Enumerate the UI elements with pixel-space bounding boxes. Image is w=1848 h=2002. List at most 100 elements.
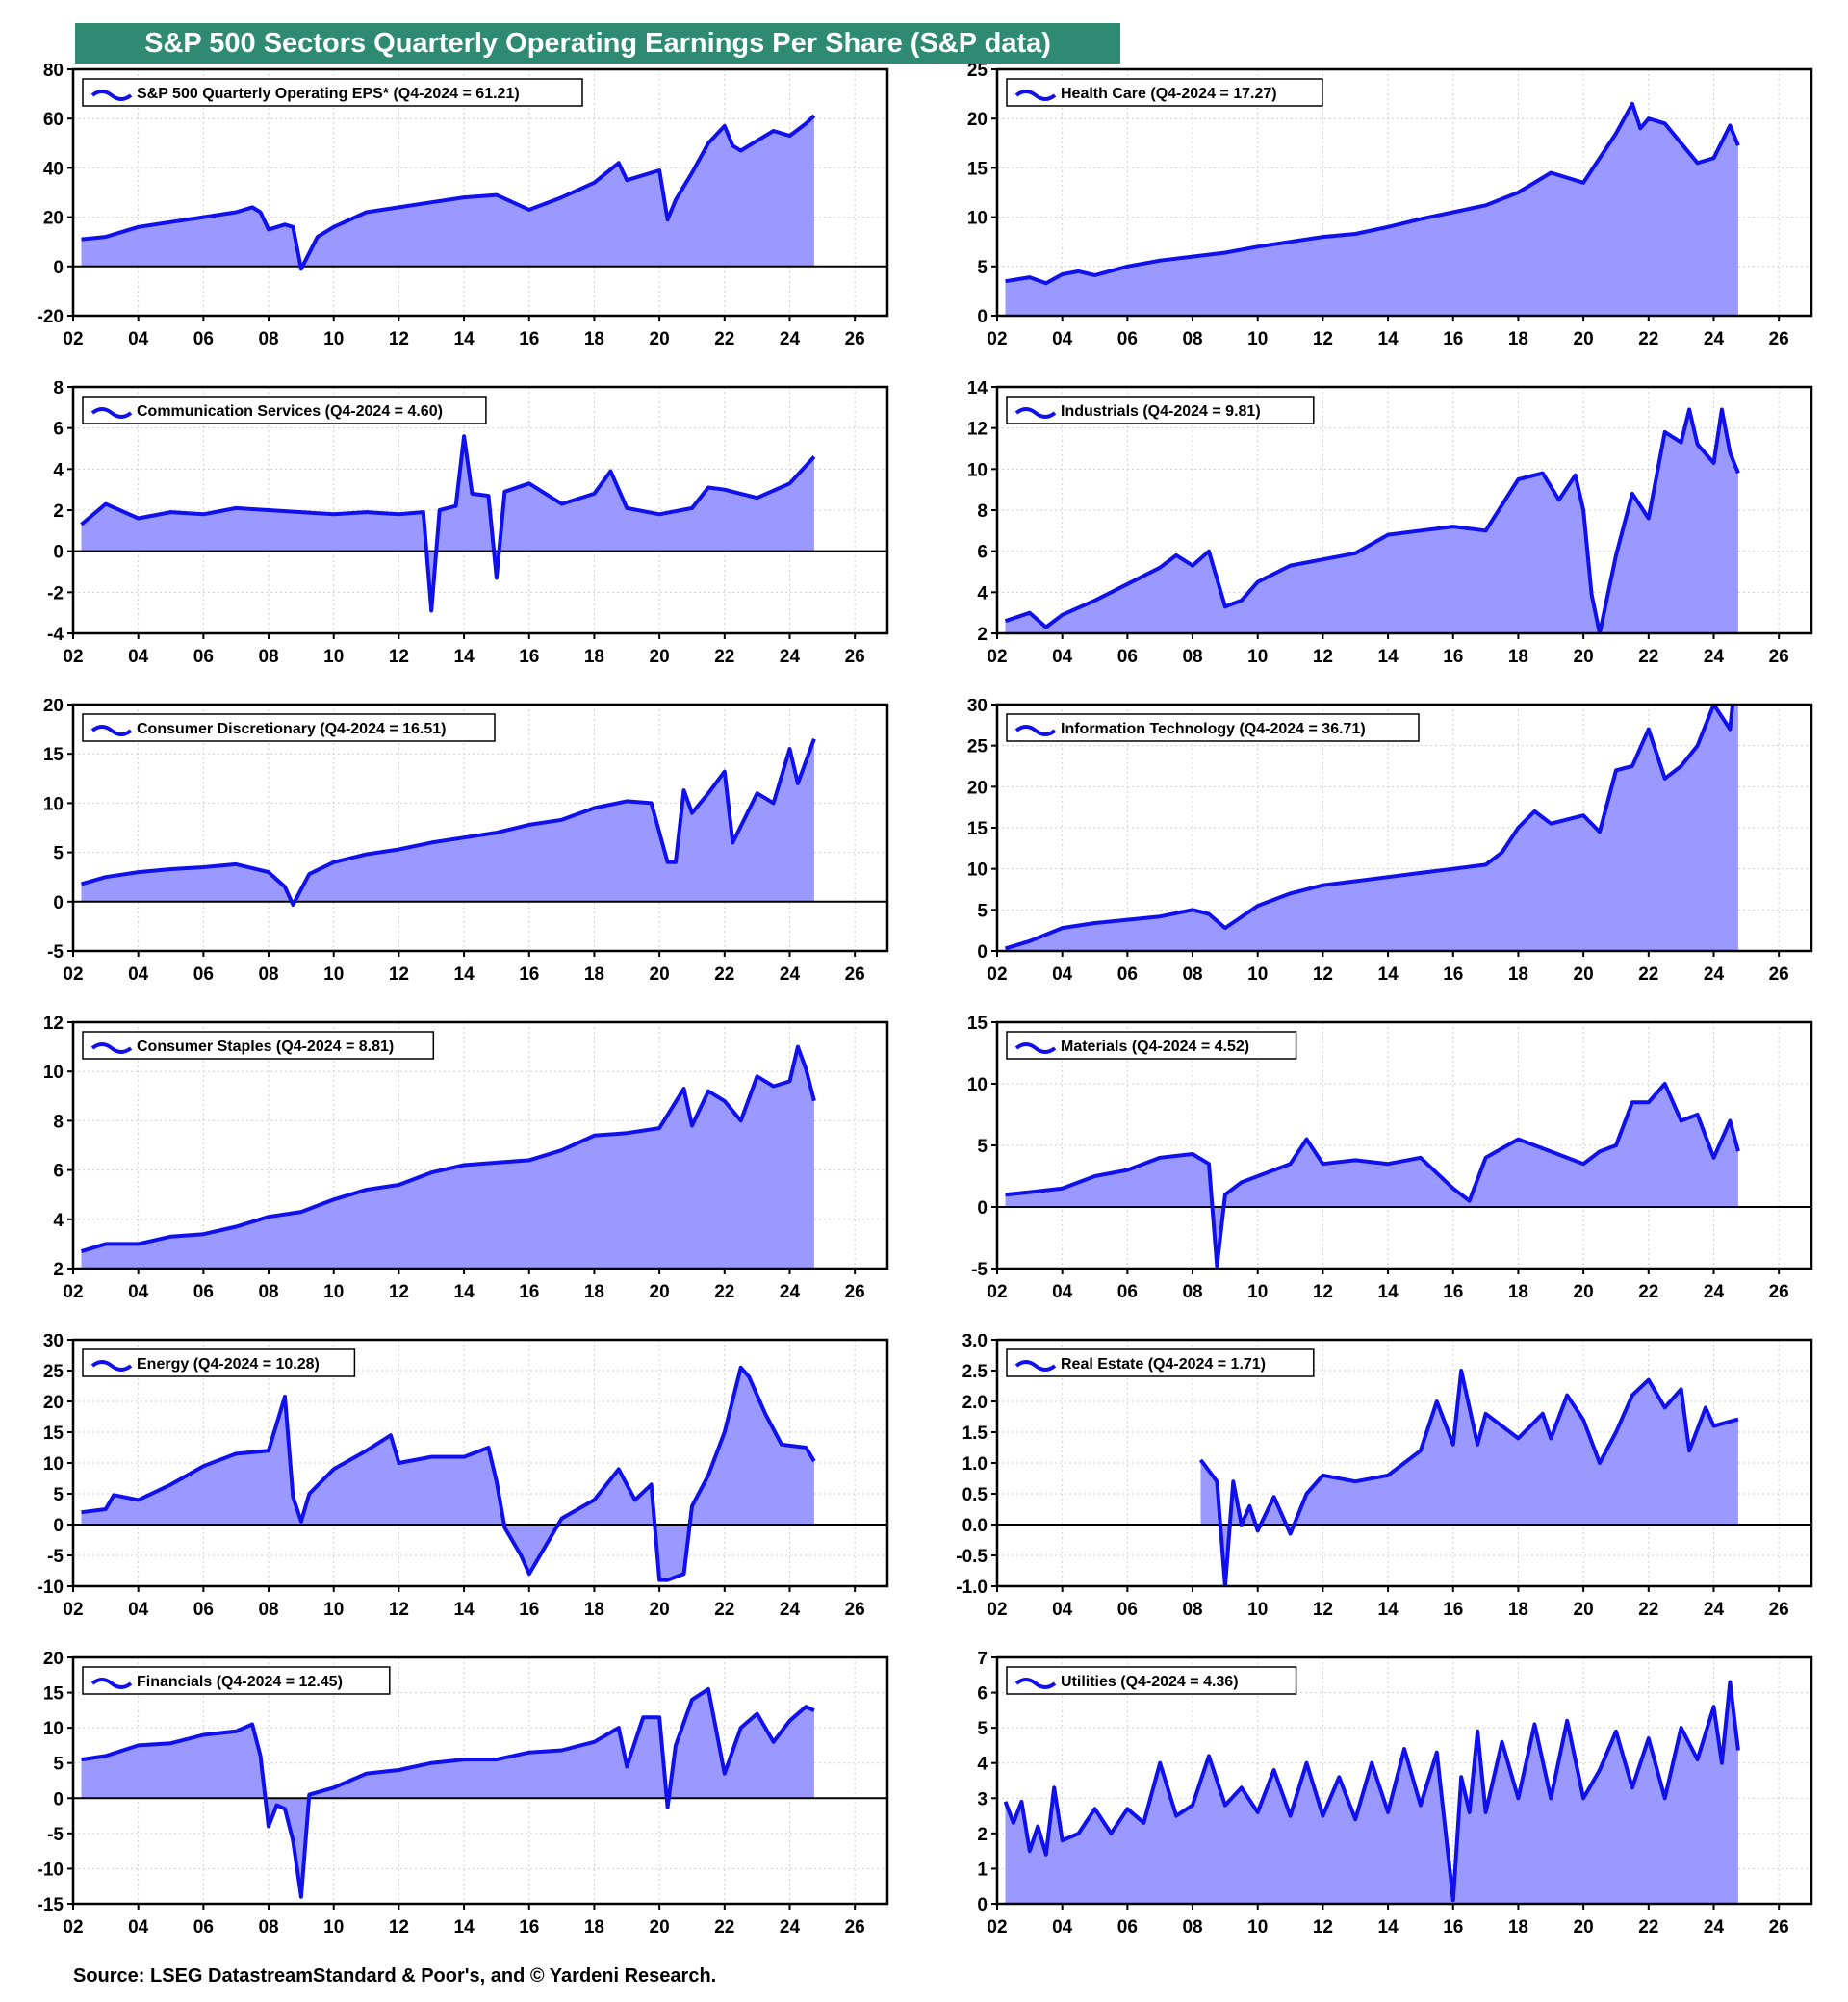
y-tick-label: -20 (38, 307, 64, 327)
y-tick-label: 0 (977, 1895, 988, 1915)
x-tick-label: 06 (1117, 647, 1138, 667)
x-tick-label: 04 (1052, 329, 1073, 349)
x-tick-label: 04 (1052, 964, 1073, 985)
y-tick-label: 20 (43, 1393, 64, 1413)
y-tick-label: 1.5 (962, 1424, 988, 1444)
x-tick-label: 02 (63, 964, 83, 985)
y-tick-label: 12 (43, 1016, 64, 1034)
x-tick-label: 12 (389, 329, 409, 349)
y-tick-label: 0.5 (962, 1485, 988, 1505)
legend: Consumer Discretionary (Q4-2024 = 16.51) (82, 713, 496, 742)
x-tick-label: 18 (1508, 1600, 1528, 1620)
x-tick-label: 26 (845, 1282, 865, 1302)
chart-svg: 12 10 8 6 4 202 04 06 08 10 12 14 16 18 20 22 24 26 Consum… (43, 1016, 889, 1302)
y-tick-label: 1 (977, 1860, 988, 1880)
y-tick-label: 0 (53, 1789, 64, 1810)
y-tick-label: 8 (53, 1112, 64, 1132)
x-tick-label: 20 (650, 964, 670, 985)
x-tick-label: 16 (519, 329, 539, 349)
x-tick-label: 22 (1638, 1282, 1658, 1302)
plot-frame (71, 1020, 889, 1270)
x-tick-label: 20 (650, 1282, 670, 1302)
panel-industrials: 14 12 10 8 6 4 2 02 04 06 08 10 12 14 16 18 20 22 24 26 Indu… (924, 381, 1848, 699)
y-tick-label: 25 (967, 737, 988, 757)
x-tick-label: 06 (1117, 964, 1138, 985)
x-tick-label: 14 (454, 1917, 475, 1938)
x-tick-label: 22 (1638, 647, 1658, 667)
x-tick-label: 26 (1769, 1282, 1789, 1302)
legend-label: Financials (Q4-2024 = 12.45) (137, 1674, 343, 1690)
x-tick-label: 10 (1247, 1282, 1268, 1302)
series-line (81, 114, 816, 271)
x-tick-label: 16 (519, 964, 539, 985)
y-tick-label: 0 (53, 258, 64, 278)
y-tick-label: 0.0 (962, 1516, 988, 1536)
y-tick-label: 5 (53, 844, 64, 864)
x-tick-label: 02 (987, 329, 1007, 349)
x-tick-label: 16 (1443, 1600, 1463, 1620)
y-tick-label: 5 (977, 1137, 988, 1157)
series-area (1005, 1084, 1738, 1267)
x-tick-label: 06 (1117, 329, 1138, 349)
legend-swatch (90, 407, 133, 419)
y-tick-label: 6 (53, 1162, 64, 1182)
y-tick-label: 10 (967, 860, 988, 881)
x-tick-label: 22 (1638, 1600, 1658, 1620)
x-tick-label: 08 (1182, 329, 1202, 349)
y-tick-label: 10 (43, 794, 64, 814)
x-tick-label: 06 (193, 329, 214, 349)
y-tick-label: 2 (53, 501, 64, 522)
legend-swatch (90, 1678, 133, 1689)
y-tick-label: 20 (43, 209, 64, 229)
x-tick-label: 12 (389, 1282, 409, 1302)
series-line (1004, 705, 1735, 951)
legend-swatch (1014, 1360, 1057, 1372)
y-tick-label: -2 (47, 583, 64, 603)
x-tick-label: 04 (128, 1917, 149, 1938)
x-tick-label: 20 (650, 329, 670, 349)
y-tick-label: -4 (47, 625, 64, 645)
y-tick-label: 25 (43, 1362, 64, 1382)
legend-box (1006, 396, 1315, 424)
x-tick-label: 08 (258, 647, 278, 667)
legend-box (1006, 1348, 1315, 1377)
series-line (81, 1365, 816, 1582)
x-tick-label: 20 (650, 1917, 670, 1938)
y-tick-label: 2.5 (962, 1362, 988, 1382)
x-tick-label: 16 (519, 1917, 539, 1938)
x-tick-label: 16 (1443, 329, 1463, 349)
series-area (1005, 103, 1738, 316)
legend-label: Consumer Discretionary (Q4-2024 = 16.51) (137, 721, 446, 737)
x-tick-label: 08 (1182, 647, 1202, 667)
y-tick-label: 20 (43, 699, 64, 716)
x-tick-label: 06 (193, 964, 214, 985)
y-tick-label: 2 (977, 1825, 988, 1845)
x-tick-label: 12 (1313, 964, 1333, 985)
y-tick-label: 30 (43, 1334, 64, 1351)
y-tick-label: 5 (977, 901, 988, 921)
series-area (81, 116, 814, 270)
y-tick-label: 4 (977, 583, 988, 603)
y-tick-label: 0 (977, 942, 988, 962)
x-tick-label: 16 (1443, 964, 1463, 985)
panel-consumer-discretionary: 20 15 10 5 0 -5 02 04 06 08 10 12 14 16 18 20 22 24 26 Cons… (0, 699, 924, 1016)
x-tick-label: 26 (1769, 1600, 1789, 1620)
panel-energy: 30 25 20 15 10 5 0 -5 -10 02 04 06 08 10 12 14 16 18 20 22 2… (0, 1334, 924, 1652)
x-tick-label: 12 (389, 1917, 409, 1938)
legend: Communication Services (Q4-2024 = 4.60) (82, 396, 487, 424)
y-tick-label: 60 (43, 110, 64, 130)
x-tick-label: 22 (1638, 964, 1658, 985)
legend-swatch (90, 1042, 133, 1054)
series-line (80, 1044, 816, 1254)
y-tick-label: 10 (967, 209, 988, 229)
x-tick-label: 08 (1182, 964, 1202, 985)
legend: Financials (Q4-2024 = 12.45) (82, 1666, 391, 1695)
legend-box (1006, 78, 1323, 107)
y-tick-label: -1.0 (956, 1578, 988, 1598)
y-tick-label: 10 (43, 1063, 64, 1083)
x-tick-label: 12 (389, 1600, 409, 1620)
x-tick-label: 02 (63, 1600, 83, 1620)
y-tick-label: 5 (977, 258, 988, 278)
